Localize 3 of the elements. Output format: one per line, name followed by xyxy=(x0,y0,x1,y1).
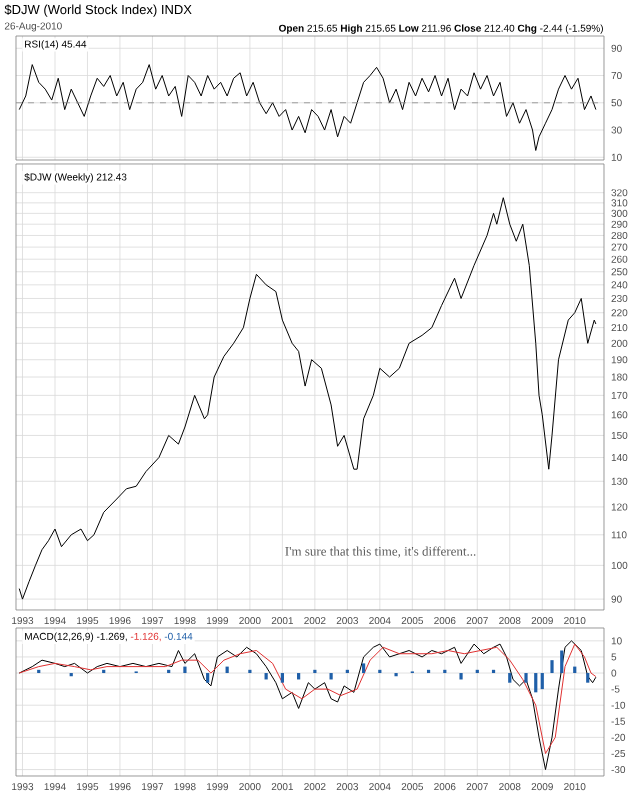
line-series xyxy=(18,197,597,600)
line-series xyxy=(18,64,597,151)
line-series xyxy=(18,640,597,771)
